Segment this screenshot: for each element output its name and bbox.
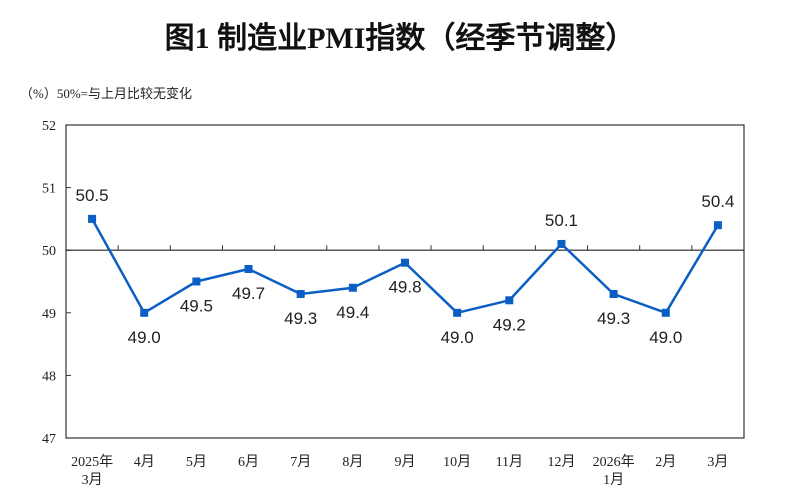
data-label: 49.0 [441,328,474,347]
series-pmi: 50.5 49.0 49.5 49.7 49.3 49.4 49.8 49.0 49.2 50.1… [76,186,735,347]
data-point-marker [505,296,514,305]
x-tick-label: 10月 [443,454,471,470]
data-label: 49.3 [597,309,630,328]
data-label: 49.5 [180,297,213,316]
y-tick-label: 50 [42,244,56,259]
data-point-marker [609,290,618,299]
data-label: 49.7 [232,284,265,303]
data-label: 49.0 [649,328,682,347]
data-label: 50.5 [76,186,109,205]
y-tick-label: 47 [42,432,56,447]
data-point-marker [401,258,409,267]
y-tick-label: 51 [42,182,56,197]
data-point-marker [244,264,253,273]
x-tick-label: 7月 [290,454,311,470]
data-point-marker [348,283,357,292]
data-label: 49.8 [388,278,421,297]
data-label: 49.4 [336,303,369,322]
data-point-marker [453,308,462,317]
data-point-marker [713,221,722,230]
data-label: 49.0 [128,328,161,347]
x-tick-label: 3月 [82,472,103,488]
x-tick-label: 6月 [238,454,259,470]
data-point-marker [140,308,149,317]
x-tick-label: 5月 [186,454,207,470]
x-tick-label: 8月 [342,454,363,470]
x-tick-label: 2月 [655,454,676,470]
y-axis: 47 48 49 50 51 52 [42,119,71,447]
data-point-marker [192,277,201,286]
unit-note: （%）50%=与上月比较无变化 [20,86,192,101]
x-tick-label: 11月 [496,454,523,470]
x-tick-label: 4月 [134,454,155,470]
data-label: 50.1 [545,211,578,230]
x-tick-label: 9月 [395,454,416,470]
plot-area [65,124,745,439]
x-tick-label: 1月 [603,472,624,488]
data-label: 49.2 [493,315,526,334]
data-point-marker [88,214,97,223]
data-label: 50.4 [701,192,734,211]
data-point-marker [661,308,670,317]
x-tick-label: 2025年 [71,454,113,470]
data-label: 49.3 [284,309,317,328]
data-point-marker [557,239,566,248]
chart-title: 图1 制造业PMI指数（经季节调整） [165,21,636,55]
data-point-marker [296,290,305,299]
x-tick-label: 2026年 [593,454,635,470]
y-tick-label: 49 [42,307,56,322]
x-tick-label: 12月 [547,454,575,470]
x-axis: 2025年 3月 4月 5月 6月 7月 8月 9月 10月 11月 12月 2026年 1月 2月 3月 [66,245,744,488]
x-tick-label: 3月 [707,454,728,470]
y-tick-label: 52 [42,119,56,134]
y-tick-label: 48 [42,369,56,384]
